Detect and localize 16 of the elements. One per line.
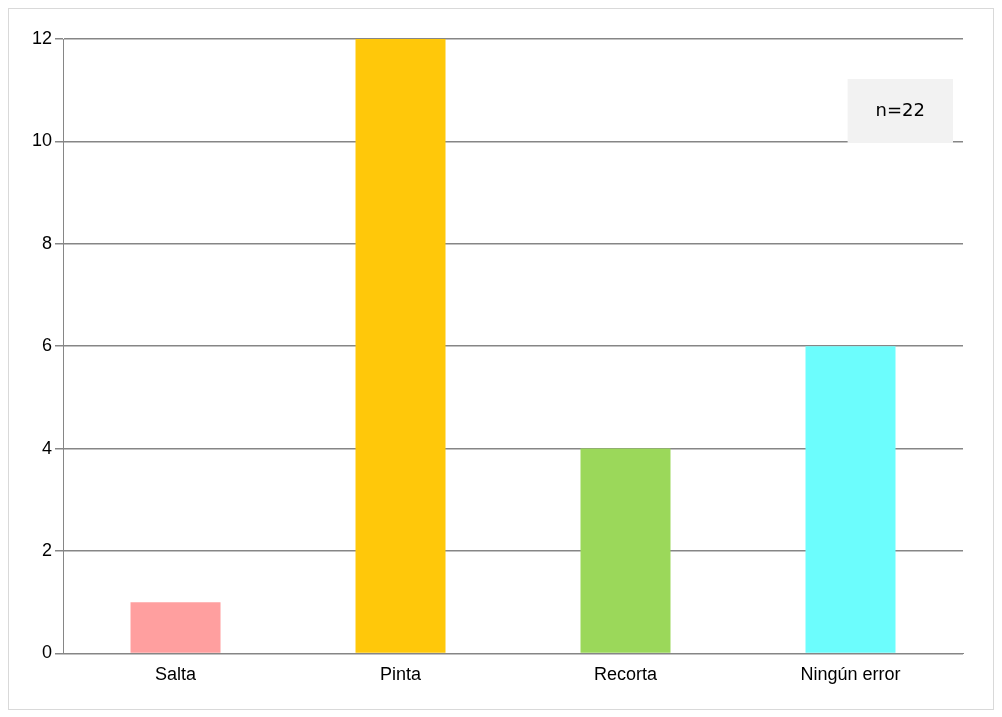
x-tick-label: Ningún error (800, 664, 901, 685)
bar (130, 602, 221, 653)
x-tick-label: Recorta (593, 664, 659, 685)
y-tick-label: 2 (42, 539, 53, 560)
annotation: n=22 (875, 98, 926, 120)
bar (580, 448, 671, 653)
x-tick-label: Salta (155, 664, 198, 685)
bar (355, 39, 446, 653)
y-tick-label: 6 (42, 335, 53, 356)
y-tick-label: 8 (42, 232, 53, 253)
y-tick-label: 10 (31, 130, 53, 151)
y-tick-label: 4 (42, 437, 53, 458)
bar (805, 346, 896, 653)
x-tick-label: Pinta (380, 664, 423, 685)
y-tick-label: 12 (31, 27, 53, 48)
y-tick-label: 0 (42, 642, 53, 663)
